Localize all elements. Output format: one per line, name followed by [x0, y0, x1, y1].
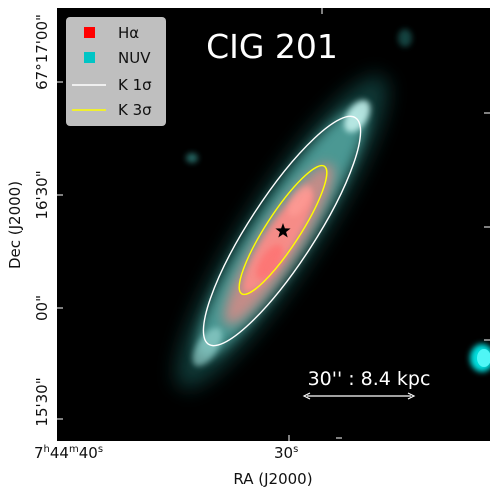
x-axis-label: RA (J2000) [233, 470, 312, 488]
y-tick-label: 67°17'00" [33, 14, 51, 90]
legend-label-nuv: NUV [118, 49, 151, 67]
k-3sigma-contour [238, 164, 328, 296]
y-tick-label: 15'30" [33, 377, 51, 426]
k-1sigma-contour [202, 115, 362, 347]
legend: Hα NUV K 1σ K 3σ [66, 17, 166, 126]
legend-label-halpha: Hα [118, 24, 139, 42]
star-icon [275, 223, 291, 238]
y-tick-label: 16'30" [33, 170, 51, 219]
legend-label-k1: K 1σ [118, 76, 152, 94]
legend-swatch-halpha [84, 27, 95, 38]
legend-swatch-nuv [84, 52, 95, 63]
figure-title: CIG 201 [206, 27, 338, 66]
y-tick-label: 00" [33, 295, 51, 321]
x-tick-label: 7h44m40s [34, 444, 103, 462]
tick-marks [57, 8, 490, 441]
scale-bar-label: 30'' : 8.4 kpc [308, 368, 431, 390]
legend-label-k3: K 3σ [118, 101, 152, 119]
x-tick-label: 30s [274, 444, 298, 462]
scale-bar: 30'' : 8.4 kpc [302, 368, 431, 400]
y-axis-label: Dec (J2000) [6, 181, 24, 269]
